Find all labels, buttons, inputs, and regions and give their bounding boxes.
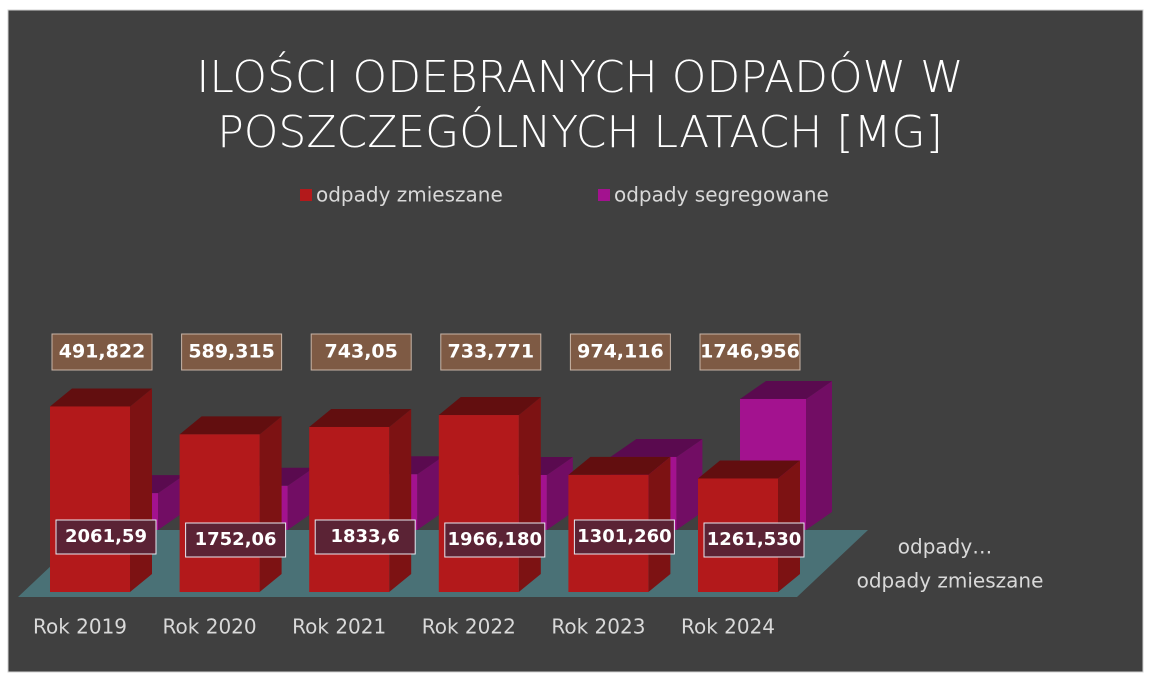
bar-top xyxy=(438,397,541,416)
bar-top xyxy=(50,388,152,407)
x-tick-label: Rok 2020 xyxy=(163,615,257,639)
data-label-box xyxy=(440,333,542,371)
data-label-box xyxy=(569,333,671,371)
data-label: 733,771 xyxy=(448,341,535,363)
bar-top xyxy=(698,460,800,479)
bar-side xyxy=(676,438,703,530)
bar xyxy=(438,397,541,592)
bar-side xyxy=(158,475,184,530)
x-tick-label: Rok 2021 xyxy=(292,615,386,639)
bar-top xyxy=(740,380,832,399)
x-tick-label: Rok 2023 xyxy=(551,615,645,639)
bar-side xyxy=(806,380,832,530)
bar-side xyxy=(389,408,412,592)
chart-title: ILOŚCI ODEBRANYCH ODPADÓW W xyxy=(196,50,963,103)
data-label: 1966,180 xyxy=(448,529,543,550)
bar-front xyxy=(179,434,260,592)
data-label: 743,05 xyxy=(325,341,398,363)
data-label: 1752,06 xyxy=(195,529,277,550)
data-label: 1833,6 xyxy=(330,526,399,547)
legend-swatch xyxy=(598,189,610,201)
chart-title: POSZCZEGÓLNYCH LATACH [MG] xyxy=(217,105,943,158)
bar-side xyxy=(259,416,282,592)
x-tick-label: Rok 2024 xyxy=(681,615,775,639)
bar-side xyxy=(417,456,444,530)
legend-label: odpady zmieszane xyxy=(316,183,503,207)
bar-top xyxy=(568,456,671,475)
bar-front xyxy=(309,426,390,592)
data-label: 1261,530 xyxy=(707,529,802,550)
data-label-box xyxy=(314,519,416,555)
data-label: 1301,260 xyxy=(577,526,672,547)
bar-top xyxy=(610,438,703,457)
bar-side xyxy=(130,388,152,592)
bar-side xyxy=(287,467,314,530)
bar xyxy=(179,416,282,592)
x-tick-label: Rok 2022 xyxy=(422,615,516,639)
data-label: 2061,59 xyxy=(65,526,147,547)
legend-label: odpady segregowane xyxy=(614,183,829,207)
bar-side xyxy=(518,397,541,592)
bar-front xyxy=(438,415,519,592)
bar-front xyxy=(50,406,130,592)
x-tick-label: Rok 2019 xyxy=(33,615,127,639)
bar xyxy=(50,388,152,592)
data-label-box xyxy=(703,522,805,558)
data-label: 491,822 xyxy=(59,341,146,363)
bar xyxy=(309,408,412,592)
legend-swatch xyxy=(300,189,312,201)
depth-label: odpady… xyxy=(898,535,992,559)
data-label-box xyxy=(573,519,675,555)
depth-label: odpady zmieszane xyxy=(857,569,1044,593)
data-label-box xyxy=(444,522,546,558)
data-label-box xyxy=(181,333,283,371)
bar-top xyxy=(309,408,412,427)
data-label-box xyxy=(699,333,801,371)
data-label-box xyxy=(51,333,153,371)
data-label: 589,315 xyxy=(188,341,275,363)
data-label-box xyxy=(185,522,287,558)
data-label-box xyxy=(55,519,157,555)
bar-top xyxy=(179,416,282,435)
data-label: 1746,956 xyxy=(700,341,800,363)
bar-side xyxy=(546,456,573,530)
data-label-box xyxy=(310,333,412,371)
data-label: 974,116 xyxy=(577,341,664,363)
